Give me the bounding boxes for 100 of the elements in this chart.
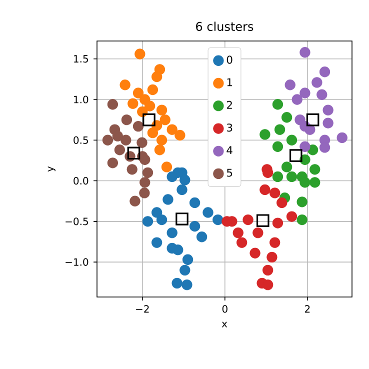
y-axis-title: y	[48, 166, 56, 172]
point	[202, 207, 214, 218]
point	[236, 237, 248, 248]
point	[322, 104, 334, 116]
point	[152, 207, 162, 218]
point	[270, 237, 280, 248]
point	[281, 162, 292, 172]
point	[310, 164, 320, 175]
point	[142, 216, 154, 227]
point	[130, 196, 140, 206]
point	[142, 113, 156, 126]
point	[272, 141, 284, 152]
point	[262, 264, 274, 276]
legend-label: 5	[227, 168, 232, 177]
legend-label: 0	[226, 56, 232, 64]
y-tick-label: 1.0	[74, 96, 88, 104]
point	[128, 98, 138, 109]
point	[316, 89, 328, 100]
point	[107, 99, 118, 110]
y-tick-label: 0.5	[74, 136, 88, 144]
point	[156, 214, 168, 226]
point	[286, 171, 298, 182]
point	[180, 264, 190, 276]
point	[270, 188, 280, 198]
point	[272, 218, 284, 228]
y-tick-label: 1.5	[74, 55, 88, 63]
x-tick-label: −2	[136, 305, 149, 313]
x-tick-label: 2	[304, 305, 310, 313]
point	[156, 104, 168, 116]
point	[132, 120, 144, 132]
point	[300, 177, 310, 188]
point	[114, 144, 126, 156]
legend-label: 4	[226, 146, 232, 154]
point	[144, 100, 156, 112]
point	[161, 162, 172, 172]
point	[189, 197, 200, 208]
point	[232, 227, 244, 238]
point	[196, 232, 208, 242]
point	[176, 212, 188, 226]
point	[256, 214, 270, 228]
point	[319, 66, 330, 78]
point	[174, 130, 186, 141]
point	[172, 244, 184, 256]
point	[322, 118, 334, 128]
legend-label: 1	[227, 78, 232, 86]
point	[272, 171, 284, 182]
point	[289, 149, 302, 162]
point	[134, 48, 146, 60]
point	[152, 237, 162, 248]
point	[336, 132, 348, 144]
point	[166, 227, 178, 238]
point	[260, 184, 270, 196]
point	[166, 171, 178, 182]
point	[252, 227, 264, 238]
y-tick-label: −1.0	[66, 258, 88, 266]
point	[306, 113, 320, 126]
legend-label: 2	[226, 100, 232, 109]
point	[121, 114, 132, 126]
point	[160, 114, 170, 126]
point	[152, 71, 162, 82]
point	[147, 84, 158, 96]
point	[286, 211, 298, 222]
point	[139, 188, 150, 198]
point	[296, 214, 308, 226]
point	[120, 134, 132, 146]
point	[142, 167, 154, 178]
point	[166, 124, 178, 135]
point	[250, 248, 260, 258]
point	[182, 279, 192, 290]
point	[262, 279, 274, 290]
point	[286, 134, 298, 146]
point	[102, 134, 114, 146]
point	[172, 278, 182, 289]
point	[126, 164, 138, 175]
point	[266, 252, 278, 263]
point	[176, 184, 188, 196]
point	[300, 47, 310, 58]
point	[296, 196, 308, 208]
x-axis-title: x	[222, 322, 228, 328]
point	[272, 99, 284, 110]
x-tick-label: 0	[222, 305, 228, 313]
point	[319, 142, 330, 153]
point	[310, 177, 320, 188]
point	[274, 124, 286, 135]
point	[136, 137, 148, 148]
legend-label: 3	[226, 124, 232, 132]
point	[281, 112, 292, 123]
point	[276, 197, 288, 208]
point	[300, 88, 310, 98]
point	[284, 80, 296, 90]
point	[182, 254, 194, 265]
point	[212, 214, 224, 226]
point	[156, 134, 168, 146]
chart-title: 6 clusters	[196, 22, 254, 31]
point	[292, 94, 302, 105]
point	[154, 144, 166, 156]
y-tick-label: −0.5	[66, 218, 88, 226]
point	[180, 174, 190, 186]
point	[140, 177, 150, 188]
point	[120, 80, 130, 90]
